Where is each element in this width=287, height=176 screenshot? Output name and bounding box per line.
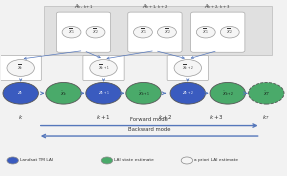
Circle shape [196, 26, 215, 38]
Text: $A_{k+1,\ k+2}$: $A_{k+1,\ k+2}$ [141, 3, 168, 11]
Circle shape [46, 82, 81, 104]
Text: $A_{k+2,\ k+3}$: $A_{k+2,\ k+3}$ [204, 3, 231, 11]
Text: $k+1$: $k+1$ [96, 113, 111, 121]
Text: LAI state estimate: LAI state estimate [114, 158, 154, 162]
Text: $\hat{X}_{k+1}$: $\hat{X}_{k+1}$ [137, 89, 150, 98]
Text: $A_{k,\ k+1}$: $A_{k,\ k+1}$ [74, 3, 94, 11]
Text: Landsat TM LAI: Landsat TM LAI [20, 158, 53, 162]
Circle shape [7, 157, 18, 164]
Text: a priori LAI estimate: a priori LAI estimate [194, 158, 238, 162]
Circle shape [7, 60, 34, 76]
Text: Forward mode: Forward mode [130, 117, 168, 122]
FancyBboxPatch shape [167, 55, 208, 81]
Circle shape [181, 157, 193, 164]
FancyBboxPatch shape [44, 6, 272, 55]
Text: $Z_{k+1}$: $Z_{k+1}$ [98, 89, 109, 97]
Circle shape [3, 82, 38, 104]
Circle shape [126, 82, 161, 104]
Text: $Z_{k+2}$: $Z_{k+2}$ [182, 89, 194, 97]
Text: $\overline{X}_{k+2}$: $\overline{X}_{k+2}$ [182, 64, 193, 72]
Circle shape [86, 26, 105, 38]
Text: $\overline{X}_1$: $\overline{X}_1$ [139, 28, 146, 36]
Circle shape [174, 60, 201, 76]
Circle shape [62, 26, 81, 38]
Text: $Z_k$: $Z_k$ [17, 89, 24, 97]
Circle shape [170, 82, 205, 104]
Text: $\overline{X}_1$: $\overline{X}_1$ [202, 28, 209, 36]
Circle shape [249, 82, 284, 104]
Circle shape [101, 157, 113, 164]
Circle shape [86, 82, 121, 104]
Text: $\overline{X}_k$: $\overline{X}_k$ [18, 64, 24, 72]
Circle shape [90, 60, 117, 76]
Text: $\overline{X}_2$: $\overline{X}_2$ [226, 28, 233, 36]
Text: $\overline{X}_2$: $\overline{X}_2$ [164, 28, 170, 36]
Circle shape [210, 82, 245, 104]
FancyBboxPatch shape [56, 12, 111, 52]
Text: $\overline{X}_2$: $\overline{X}_2$ [92, 28, 99, 36]
Circle shape [158, 26, 176, 38]
Circle shape [133, 26, 152, 38]
FancyBboxPatch shape [191, 12, 245, 52]
Text: $k+2$: $k+2$ [158, 113, 172, 121]
Text: $\hat{X}_k$: $\hat{X}_k$ [60, 89, 67, 98]
Text: $k_T$: $k_T$ [262, 113, 270, 122]
Text: $\hat{X}_T$: $\hat{X}_T$ [263, 89, 270, 98]
Text: $k+3$: $k+3$ [209, 113, 224, 121]
Circle shape [220, 26, 239, 38]
Text: $\overline{X}_{k+1}$: $\overline{X}_{k+1}$ [98, 64, 109, 72]
Text: $k$: $k$ [18, 113, 23, 121]
Text: $\hat{X}_{k+2}$: $\hat{X}_{k+2}$ [222, 89, 234, 98]
FancyBboxPatch shape [83, 55, 124, 81]
Text: Backward mode: Backward mode [128, 127, 170, 132]
FancyBboxPatch shape [128, 12, 182, 52]
Text: $\overline{X}_1$: $\overline{X}_1$ [68, 28, 75, 36]
FancyBboxPatch shape [0, 55, 41, 81]
